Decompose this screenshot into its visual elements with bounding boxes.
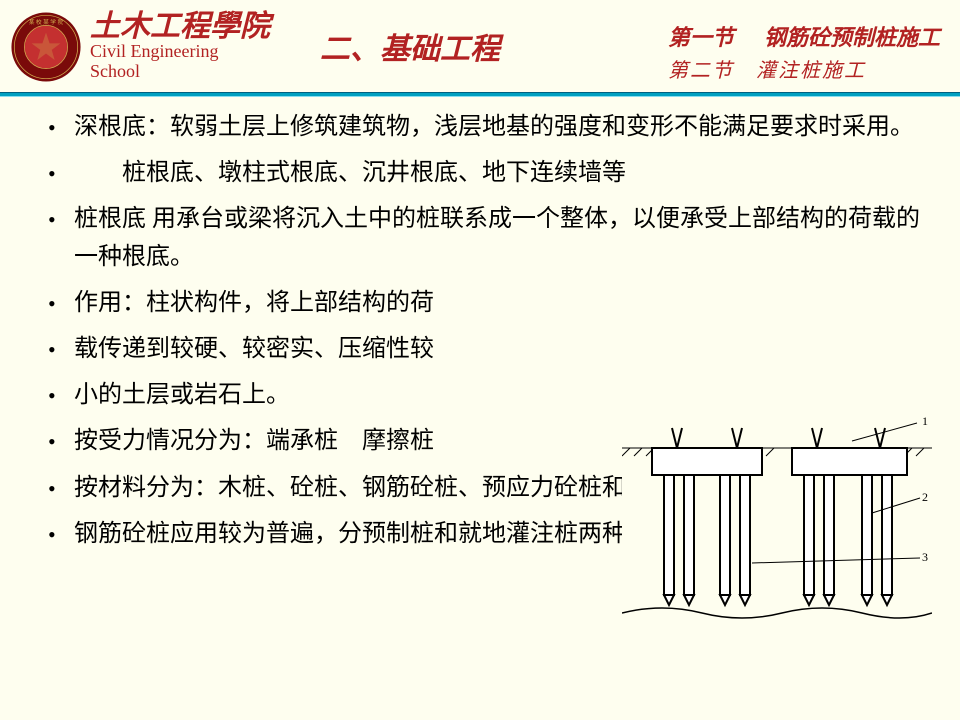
school-name-en-1: Civil Engineering [90, 42, 270, 62]
pile-foundation-diagram: 1 2 3 [622, 403, 932, 628]
figure-label-2: 2 [922, 490, 928, 504]
figure-label-1: 1 [922, 414, 928, 428]
school-name-block: 土木工程學院 Civil Engineering School [90, 12, 270, 82]
section-list: 第一节 钢筋砼预制桩施工 第二节 灌注桩施工 [668, 20, 940, 83]
school-name-en-2: School [90, 62, 270, 82]
bullet-item: 桩根底、墩柱式根底、沉井根底、地下连续墙等 [56, 155, 936, 192]
figure-label-3: 3 [922, 550, 928, 564]
section-1-label: 第一节 [668, 20, 734, 52]
bullet-item: 桩根底 用承台或梁将沉入土中的桩联系成一个整体，以便承受上部结构的荷载的一种根底… [56, 201, 936, 275]
bullet-item: 作用：柱状构件，将上部结构的荷 [56, 285, 936, 322]
section-2: 第二节 灌注桩施工 [668, 54, 940, 83]
school-seal-icon: 某 校 某 学 院 [10, 11, 82, 83]
school-name-cn: 土木工程學院 [90, 12, 270, 42]
bullet-item: 深根底：软弱土层上修筑建筑物，浅层地基的强度和变形不能满足要求时采用。 [56, 109, 936, 146]
slide-content: 深根底：软弱土层上修筑建筑物，浅层地基的强度和变形不能满足要求时采用。 桩根底、… [0, 109, 960, 553]
slide-header: 某 校 某 学 院 土木工程學院 Civil Engineering Schoo… [0, 0, 960, 92]
header-divider [0, 92, 960, 97]
chapter-title: 二、基础工程 [320, 24, 500, 68]
bullet-item: 载传递到较硬、较密实、压缩性较 [56, 331, 936, 368]
section-1-title: 钢筋砼预制桩施工 [764, 20, 940, 52]
